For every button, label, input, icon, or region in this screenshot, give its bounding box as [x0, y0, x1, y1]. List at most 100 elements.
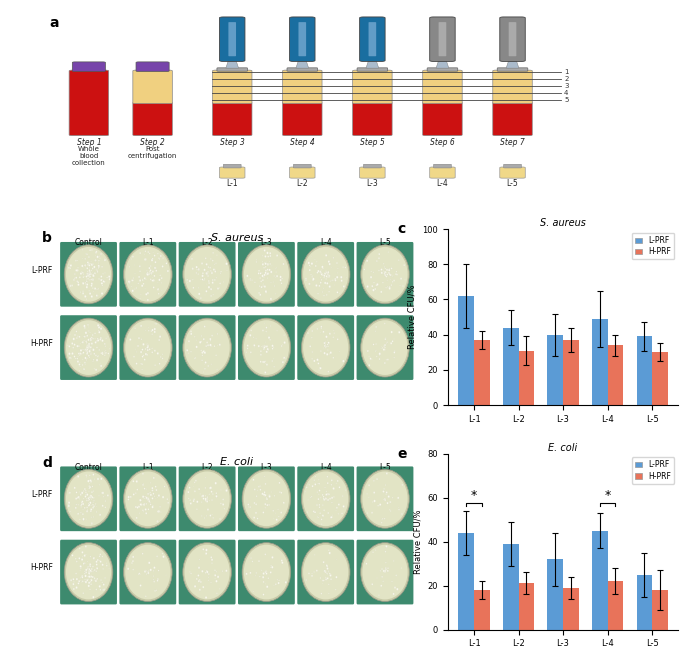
Circle shape	[82, 291, 84, 292]
Circle shape	[263, 349, 264, 350]
Circle shape	[183, 318, 232, 377]
Circle shape	[266, 571, 267, 572]
Circle shape	[210, 556, 212, 558]
Circle shape	[378, 258, 379, 259]
Circle shape	[89, 293, 91, 295]
Circle shape	[210, 582, 212, 583]
Circle shape	[89, 565, 90, 566]
Circle shape	[83, 273, 84, 275]
Circle shape	[384, 345, 385, 347]
Circle shape	[88, 504, 90, 506]
Circle shape	[324, 570, 325, 572]
Circle shape	[153, 279, 155, 282]
Circle shape	[397, 496, 399, 499]
Circle shape	[262, 576, 264, 578]
Circle shape	[382, 347, 383, 349]
Circle shape	[390, 510, 391, 511]
Circle shape	[82, 556, 83, 557]
Circle shape	[206, 552, 207, 555]
Circle shape	[104, 259, 106, 261]
Circle shape	[89, 502, 91, 504]
Circle shape	[211, 272, 213, 274]
Circle shape	[395, 574, 397, 576]
Circle shape	[326, 565, 327, 566]
Circle shape	[198, 268, 199, 270]
Circle shape	[90, 337, 91, 339]
Circle shape	[199, 488, 200, 490]
Circle shape	[207, 273, 208, 275]
Circle shape	[272, 348, 273, 350]
Circle shape	[146, 273, 147, 275]
Circle shape	[95, 260, 96, 262]
Circle shape	[386, 472, 388, 474]
Circle shape	[267, 263, 269, 265]
Circle shape	[77, 356, 78, 357]
Circle shape	[324, 570, 325, 572]
Circle shape	[314, 480, 315, 481]
Circle shape	[96, 340, 97, 342]
Circle shape	[148, 330, 149, 332]
Circle shape	[315, 265, 316, 267]
Circle shape	[207, 499, 208, 500]
Circle shape	[83, 369, 84, 370]
Circle shape	[204, 368, 206, 369]
Circle shape	[321, 327, 322, 329]
Circle shape	[90, 276, 91, 278]
Circle shape	[145, 348, 146, 350]
Circle shape	[86, 498, 87, 500]
Circle shape	[151, 506, 153, 508]
Circle shape	[393, 280, 395, 282]
Circle shape	[385, 551, 386, 552]
Circle shape	[330, 517, 332, 519]
Circle shape	[103, 583, 105, 585]
Circle shape	[380, 585, 382, 587]
Circle shape	[162, 358, 163, 359]
Circle shape	[86, 341, 87, 342]
Circle shape	[84, 495, 86, 498]
Y-axis label: Relative CFU/%: Relative CFU/%	[413, 509, 422, 574]
Circle shape	[371, 271, 372, 272]
Circle shape	[203, 269, 206, 271]
Circle shape	[244, 471, 289, 526]
Circle shape	[77, 475, 79, 478]
Circle shape	[78, 352, 79, 354]
Circle shape	[147, 272, 148, 273]
Circle shape	[219, 282, 221, 284]
Circle shape	[84, 573, 86, 574]
Circle shape	[150, 265, 151, 267]
Circle shape	[210, 515, 211, 517]
Circle shape	[222, 504, 224, 506]
Circle shape	[102, 279, 103, 280]
Circle shape	[81, 503, 82, 505]
Circle shape	[320, 277, 321, 278]
Circle shape	[325, 571, 327, 573]
Circle shape	[97, 347, 98, 349]
Circle shape	[160, 511, 162, 513]
Circle shape	[87, 275, 89, 276]
Circle shape	[248, 506, 249, 508]
Circle shape	[70, 511, 71, 512]
Circle shape	[82, 341, 84, 343]
Circle shape	[75, 276, 77, 279]
Circle shape	[149, 500, 150, 502]
Circle shape	[333, 337, 334, 338]
Circle shape	[82, 551, 84, 554]
Circle shape	[92, 576, 94, 578]
Circle shape	[323, 352, 325, 354]
Circle shape	[308, 283, 310, 285]
Circle shape	[252, 561, 253, 562]
Circle shape	[383, 349, 385, 351]
Circle shape	[204, 278, 206, 280]
Circle shape	[100, 328, 102, 330]
Circle shape	[87, 569, 88, 570]
Circle shape	[387, 280, 388, 281]
Circle shape	[83, 352, 84, 354]
Circle shape	[135, 506, 137, 508]
Circle shape	[267, 272, 268, 273]
Circle shape	[206, 570, 208, 573]
Circle shape	[103, 583, 104, 584]
FancyBboxPatch shape	[369, 22, 376, 56]
Circle shape	[327, 272, 329, 274]
Circle shape	[261, 346, 262, 347]
Circle shape	[329, 286, 331, 288]
